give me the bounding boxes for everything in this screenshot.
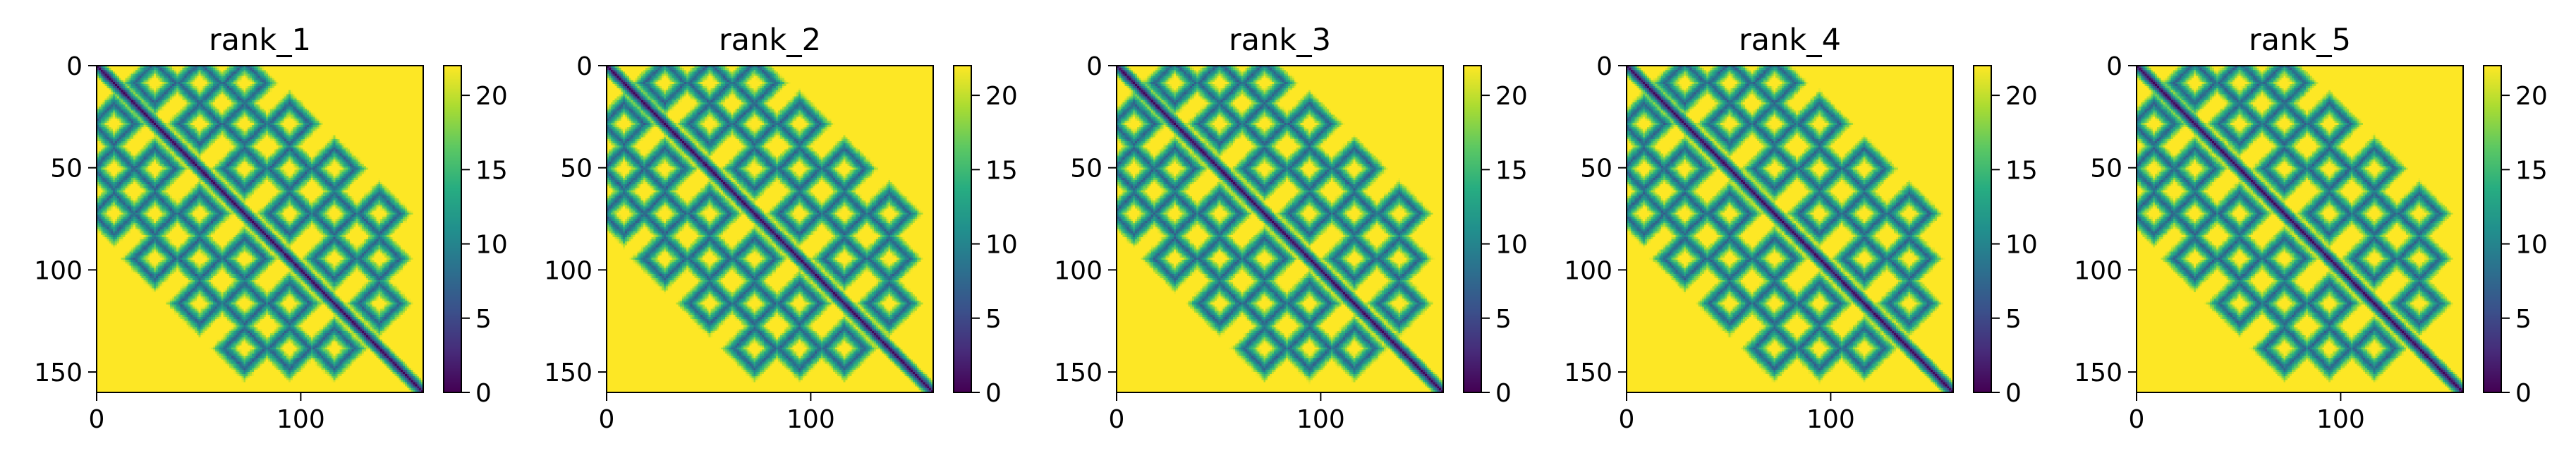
distance-matrix-image xyxy=(1627,66,1953,392)
x-tick-label: 0 xyxy=(2129,405,2145,434)
colorbar-tick-label: 10 xyxy=(1495,231,1528,260)
distance-matrix-image xyxy=(607,66,933,392)
colorbar-tick-label: 20 xyxy=(985,82,1018,111)
panel-title: rank_4 xyxy=(1739,23,1841,58)
axes-frame xyxy=(1626,65,1954,393)
panel-title: rank_2 xyxy=(719,23,821,58)
x-tick-label: 100 xyxy=(277,405,325,434)
colorbar-gradient xyxy=(2484,66,2501,392)
y-tick-label: 150 xyxy=(544,359,593,387)
axes-frame xyxy=(1116,65,1444,393)
colorbar-tick-label: 15 xyxy=(2515,156,2548,185)
y-tick-label: 0 xyxy=(1086,52,1102,81)
colorbar-tick-label: 0 xyxy=(1495,379,1512,408)
x-tick-label: 100 xyxy=(2316,405,2365,434)
y-tick-label: 0 xyxy=(66,52,83,81)
y-tick-label: 0 xyxy=(576,52,593,81)
colorbar-tick-label: 5 xyxy=(1495,305,1512,334)
colorbar-frame xyxy=(2483,65,2502,393)
colorbar-tick-label: 5 xyxy=(475,305,492,334)
x-tick-label: 100 xyxy=(1806,405,1855,434)
colorbar-tick-label: 20 xyxy=(475,82,508,111)
y-tick-label: 150 xyxy=(1564,359,1612,387)
y-tick-label: 150 xyxy=(1054,359,1102,387)
colorbar-frame xyxy=(1973,65,1992,393)
colorbar-tick-label: 15 xyxy=(475,156,508,185)
y-tick-label: 100 xyxy=(1054,256,1102,285)
colorbar-tick-label: 10 xyxy=(2515,231,2548,260)
colorbar-gradient xyxy=(1464,66,1481,392)
y-tick-label: 0 xyxy=(1596,52,1612,81)
y-tick-label: 50 xyxy=(2090,155,2122,184)
colorbar-gradient xyxy=(954,66,971,392)
y-tick-label: 50 xyxy=(50,155,83,184)
colorbar-tick-label: 5 xyxy=(985,305,1002,334)
colorbar-gradient xyxy=(1974,66,1991,392)
colorbar-tick-label: 20 xyxy=(1495,82,1528,111)
colorbar-frame xyxy=(1463,65,1482,393)
colorbar-frame xyxy=(953,65,972,393)
colorbar-tick-label: 5 xyxy=(2515,305,2532,334)
x-tick-label: 0 xyxy=(1619,405,1635,434)
x-tick-label: 100 xyxy=(1296,405,1345,434)
axes-frame xyxy=(2136,65,2464,393)
y-tick-label: 100 xyxy=(1564,256,1612,285)
y-tick-label: 50 xyxy=(1580,155,1612,184)
x-tick-label: 0 xyxy=(1109,405,1125,434)
colorbar-tick-label: 10 xyxy=(985,231,1018,260)
colorbar-tick-label: 15 xyxy=(1495,156,1528,185)
y-tick-label: 150 xyxy=(34,359,83,387)
y-tick-label: 0 xyxy=(2106,52,2122,81)
y-tick-label: 50 xyxy=(1070,155,1102,184)
colorbar-tick-label: 0 xyxy=(985,379,1002,408)
y-tick-label: 100 xyxy=(544,256,593,285)
colorbar-tick-label: 15 xyxy=(985,156,1018,185)
colorbar-tick-label: 20 xyxy=(2515,82,2548,111)
distance-matrix-image xyxy=(97,66,423,392)
colorbar-tick-label: 20 xyxy=(2005,82,2038,111)
colorbar-tick-label: 10 xyxy=(2005,231,2038,260)
axes-frame xyxy=(96,65,424,393)
colorbar-tick-label: 0 xyxy=(2005,379,2022,408)
colorbar-tick-label: 0 xyxy=(2515,379,2532,408)
y-tick-label: 50 xyxy=(560,155,593,184)
colorbar-gradient xyxy=(444,66,461,392)
x-tick-label: 0 xyxy=(89,405,105,434)
axes-frame xyxy=(606,65,934,393)
y-tick-label: 150 xyxy=(2074,359,2122,387)
panel-title: rank_5 xyxy=(2249,23,2351,58)
x-tick-label: 0 xyxy=(599,405,615,434)
colorbar-tick-label: 0 xyxy=(475,379,492,408)
panel-title: rank_1 xyxy=(209,23,311,58)
panel-title: rank_3 xyxy=(1229,23,1331,58)
colorbar-tick-label: 15 xyxy=(2005,156,2038,185)
colorbar-tick-label: 10 xyxy=(475,231,508,260)
distance-matrix-image xyxy=(2137,66,2463,392)
x-tick-label: 100 xyxy=(786,405,835,434)
colorbar-frame xyxy=(443,65,462,393)
y-tick-label: 100 xyxy=(2074,256,2122,285)
distance-matrix-image xyxy=(1117,66,1443,392)
colorbar-tick-label: 5 xyxy=(2005,305,2022,334)
y-tick-label: 100 xyxy=(34,256,83,285)
